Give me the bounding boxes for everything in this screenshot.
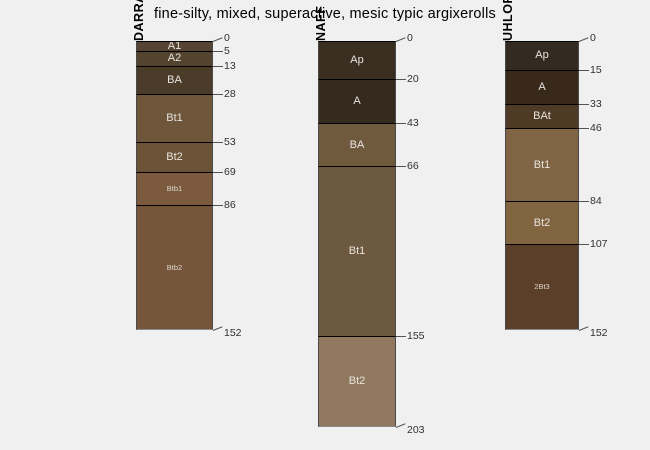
- depth-tick-label: 28: [224, 88, 236, 101]
- profile-name-naff: NAFF: [314, 5, 328, 41]
- depth-tick-line: [396, 122, 406, 124]
- depth-tick-line: [578, 326, 589, 331]
- depth-tick-label: 155: [407, 329, 425, 342]
- depth-tick-line: [579, 69, 589, 71]
- soil-horizon: A1: [136, 41, 213, 51]
- depth-tick-label: 0: [224, 32, 230, 44]
- depth-tick-label: 69: [224, 166, 236, 179]
- depth-tick-line: [396, 335, 406, 337]
- soil-horizon: Bt2: [318, 335, 396, 427]
- horizon-label: Ap: [535, 49, 549, 62]
- horizon-label: BA: [167, 73, 182, 86]
- depth-tick-label: 5: [224, 44, 230, 57]
- soil-horizon: BA: [136, 65, 213, 95]
- depth-tick-line: [579, 103, 589, 105]
- depth-tick-label: 53: [224, 135, 236, 148]
- horizon-label: Bt1: [348, 245, 366, 258]
- page-title: fine-silty, mixed, superactive, mesic ty…: [154, 6, 496, 22]
- horizon-label: BA: [349, 138, 365, 151]
- horizon-label: A2: [167, 52, 182, 65]
- soil-horizon: Bt1: [505, 128, 579, 201]
- depth-tick-line: [396, 79, 406, 81]
- depth-tick-line: [579, 200, 589, 202]
- depth-tick-line: [579, 244, 589, 246]
- profile-name-darrah: DARRAH: [132, 0, 146, 41]
- soil-horizon: Ap: [318, 41, 396, 80]
- depth-tick-line: [213, 50, 223, 52]
- soil-horizon: Btb1: [136, 172, 213, 205]
- depth-tick-label: 203: [407, 424, 425, 436]
- depth-tick-label: 13: [224, 59, 236, 72]
- depth-tick-line: [213, 172, 223, 174]
- soil-horizon: Bt2: [136, 141, 213, 173]
- depth-tick-line: [213, 141, 223, 143]
- profile-name-uhlorn: UHLORN: [501, 0, 515, 41]
- depth-tick-line: [579, 128, 589, 130]
- horizon-label: A1: [167, 41, 182, 51]
- depth-tick-line: [396, 166, 406, 168]
- horizon-label: Bt1: [533, 158, 551, 171]
- horizon-label: Ap: [350, 54, 364, 66]
- soil-horizon: Btb2: [136, 204, 213, 330]
- depth-tick-label: 15: [590, 63, 602, 76]
- soil-horizon: BA: [318, 122, 396, 167]
- soil-horizon: 2Bt3: [505, 244, 579, 331]
- depth-tick-label: 46: [590, 122, 602, 135]
- depth-tick-line: [212, 326, 223, 331]
- soil-horizon: Bt2: [505, 200, 579, 245]
- depth-tick-label: 0: [407, 32, 413, 44]
- depth-tick-line: [213, 204, 223, 206]
- soil-horizon: Ap: [505, 41, 579, 70]
- horizon-label: Bt2: [533, 216, 551, 229]
- horizon-label: Bt2: [348, 374, 366, 387]
- soil-horizon: A: [505, 69, 579, 104]
- horizon-label: Bt1: [166, 112, 183, 124]
- profile-column-darrah: A1 A2 BA Bt1 Bt2 Btb1 Btb2: [136, 41, 213, 330]
- depth-tick-label: 152: [590, 327, 608, 340]
- soil-horizon: BAt: [505, 103, 579, 129]
- depth-tick-label: 20: [407, 73, 419, 86]
- depth-tick-label: 86: [224, 198, 236, 211]
- depth-tick-label: 66: [407, 160, 419, 173]
- soil-horizon: A2: [136, 50, 213, 66]
- depth-tick-line: [213, 94, 223, 96]
- depth-tick-line: [395, 423, 406, 428]
- depth-tick-label: 33: [590, 97, 602, 110]
- depth-tick-line: [213, 65, 223, 67]
- depth-tick-label: 152: [224, 327, 242, 340]
- horizon-label: Btb1: [166, 184, 183, 194]
- soil-horizon: Bt1: [136, 94, 213, 142]
- depth-tick-line: [395, 37, 406, 42]
- profile-column-uhlorn: Ap A BAt Bt1 Bt2 2Bt3: [505, 41, 579, 331]
- horizon-label: A: [538, 80, 546, 93]
- horizon-label: BAt: [533, 110, 551, 123]
- depth-tick-label: 107: [590, 238, 608, 251]
- horizon-label: A: [353, 94, 361, 107]
- depth-tick-label: 84: [590, 194, 602, 207]
- horizon-label: Bt2: [166, 150, 183, 163]
- horizon-label: 2Bt3: [534, 282, 550, 292]
- depth-tick-label: 0: [590, 32, 596, 44]
- depth-tick-line: [212, 37, 223, 42]
- depth-tick-label: 43: [407, 116, 419, 129]
- soil-horizon: Bt1: [318, 166, 396, 336]
- depth-tick-line: [578, 37, 589, 42]
- horizon-label: Btb2: [166, 262, 183, 272]
- profile-column-naff: Ap A BA Bt1 Bt2: [318, 41, 396, 427]
- soil-horizon: A: [318, 79, 396, 123]
